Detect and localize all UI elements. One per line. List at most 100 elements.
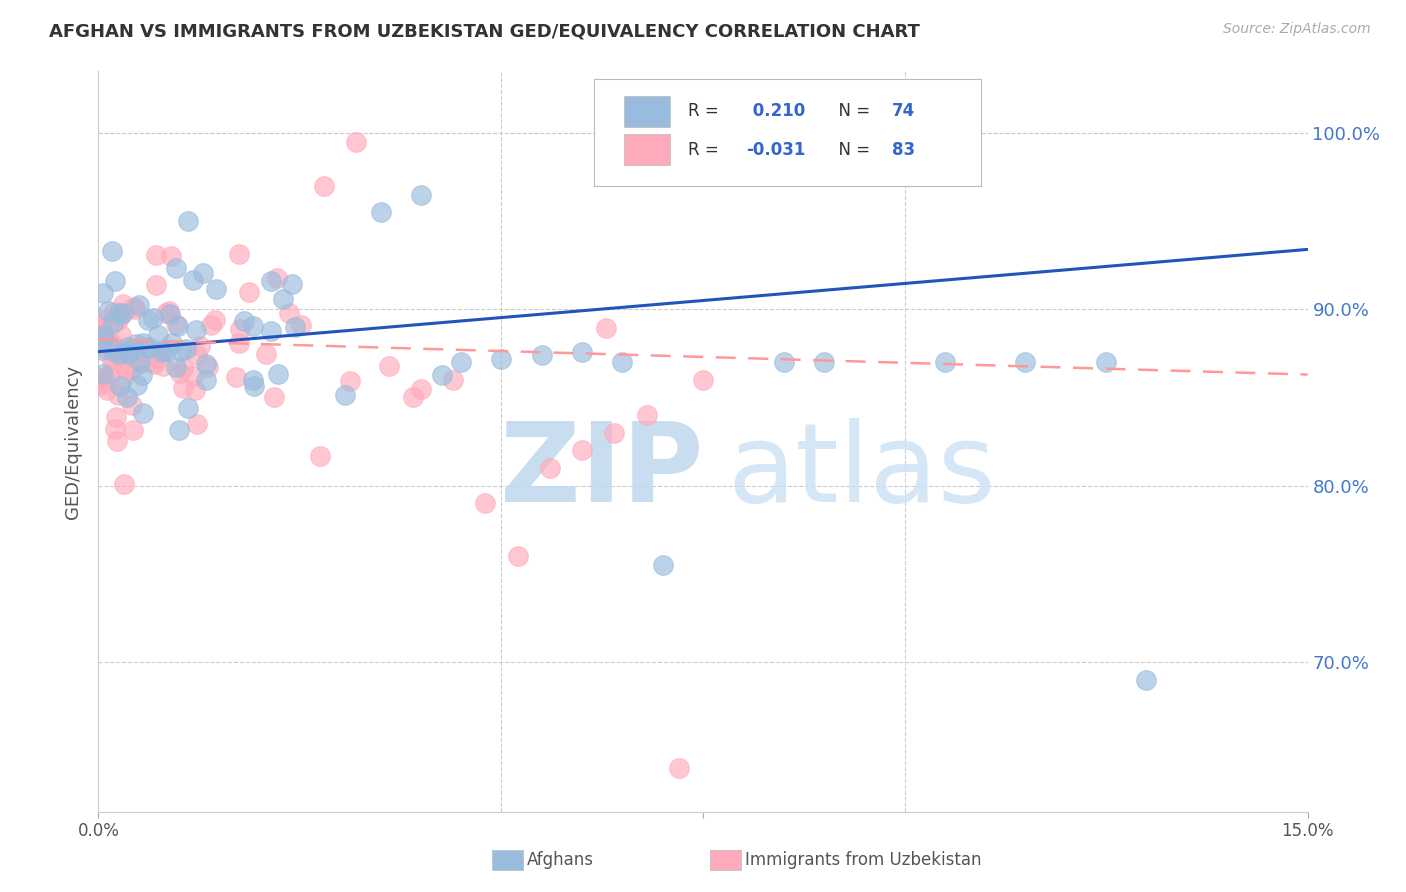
Point bbox=[124, 301, 146, 316]
Point bbox=[260, 274, 283, 288]
Point bbox=[242, 373, 264, 387]
Point bbox=[105, 434, 128, 448]
Point bbox=[101, 244, 124, 259]
Point bbox=[105, 342, 128, 356]
Point bbox=[108, 310, 131, 324]
Text: atlas: atlas bbox=[727, 417, 995, 524]
Point bbox=[186, 417, 208, 431]
Point bbox=[243, 379, 266, 393]
Point bbox=[491, 351, 513, 366]
Point bbox=[110, 328, 132, 343]
Point bbox=[430, 368, 453, 382]
Point bbox=[110, 378, 132, 392]
Point bbox=[104, 274, 127, 288]
Point bbox=[117, 343, 139, 358]
Point bbox=[150, 345, 173, 359]
Point bbox=[283, 320, 305, 334]
Point bbox=[1014, 355, 1036, 369]
Point bbox=[120, 363, 142, 377]
Point bbox=[506, 549, 529, 563]
Point bbox=[112, 297, 135, 311]
Point bbox=[101, 354, 124, 368]
Point bbox=[165, 360, 187, 375]
Point bbox=[96, 384, 118, 398]
Point bbox=[204, 282, 226, 296]
Bar bbox=[624, 135, 671, 165]
Point bbox=[290, 318, 312, 332]
Point bbox=[1095, 355, 1118, 369]
Text: Source: ZipAtlas.com: Source: ZipAtlas.com bbox=[1223, 22, 1371, 37]
Point bbox=[111, 306, 134, 320]
Point bbox=[229, 322, 252, 336]
Point bbox=[129, 355, 152, 369]
Point bbox=[813, 355, 835, 369]
Point bbox=[603, 425, 626, 440]
Point bbox=[114, 360, 136, 375]
Point bbox=[184, 322, 207, 336]
Y-axis label: GED/Equivalency: GED/Equivalency bbox=[65, 365, 83, 518]
Point bbox=[441, 373, 464, 387]
Point bbox=[111, 371, 134, 385]
Point bbox=[165, 317, 187, 331]
Point bbox=[122, 423, 145, 437]
Point bbox=[409, 187, 432, 202]
Point bbox=[177, 401, 200, 416]
Point bbox=[377, 359, 399, 373]
Point bbox=[169, 366, 191, 380]
Point bbox=[91, 376, 114, 390]
FancyBboxPatch shape bbox=[595, 78, 981, 186]
Text: ZIP: ZIP bbox=[499, 417, 703, 524]
Point bbox=[146, 328, 169, 343]
Point bbox=[409, 382, 432, 396]
Point bbox=[132, 406, 155, 420]
Point bbox=[176, 213, 198, 227]
Point bbox=[155, 344, 177, 359]
Point bbox=[138, 341, 160, 355]
Point bbox=[370, 205, 392, 219]
Point bbox=[1135, 673, 1157, 687]
Point bbox=[266, 271, 288, 285]
Point bbox=[103, 337, 125, 351]
Point bbox=[143, 357, 166, 371]
Point bbox=[538, 461, 561, 475]
Point bbox=[121, 352, 143, 367]
Point bbox=[197, 360, 219, 375]
Point bbox=[124, 337, 146, 351]
Point bbox=[155, 306, 177, 320]
Point bbox=[172, 381, 194, 395]
Point bbox=[93, 328, 115, 343]
Point bbox=[194, 373, 217, 387]
Point bbox=[97, 303, 120, 318]
Point bbox=[105, 409, 128, 424]
Point bbox=[474, 496, 496, 510]
Point bbox=[136, 313, 159, 327]
Point bbox=[228, 247, 250, 261]
Bar bbox=[624, 95, 671, 127]
Point bbox=[238, 285, 260, 299]
Point bbox=[193, 266, 215, 280]
Point bbox=[107, 388, 129, 402]
Point bbox=[450, 355, 472, 369]
Point bbox=[103, 305, 125, 319]
Point bbox=[141, 354, 163, 368]
Point bbox=[172, 361, 194, 376]
Point bbox=[181, 369, 204, 384]
Point bbox=[195, 357, 218, 371]
Point bbox=[636, 408, 658, 422]
Point bbox=[174, 342, 197, 356]
Point bbox=[117, 340, 139, 354]
Text: 0.210: 0.210 bbox=[747, 103, 804, 120]
Point bbox=[165, 260, 187, 275]
Point bbox=[91, 371, 114, 385]
Text: 74: 74 bbox=[891, 103, 915, 120]
Text: Immigrants from Uzbekistan: Immigrants from Uzbekistan bbox=[745, 851, 981, 869]
Text: 83: 83 bbox=[891, 141, 915, 159]
Text: -0.031: -0.031 bbox=[747, 141, 806, 159]
Point bbox=[167, 423, 190, 437]
Point bbox=[117, 390, 139, 404]
Point bbox=[148, 351, 170, 366]
Point bbox=[225, 369, 247, 384]
Point bbox=[571, 344, 593, 359]
Point bbox=[260, 324, 283, 338]
Point bbox=[692, 373, 714, 387]
